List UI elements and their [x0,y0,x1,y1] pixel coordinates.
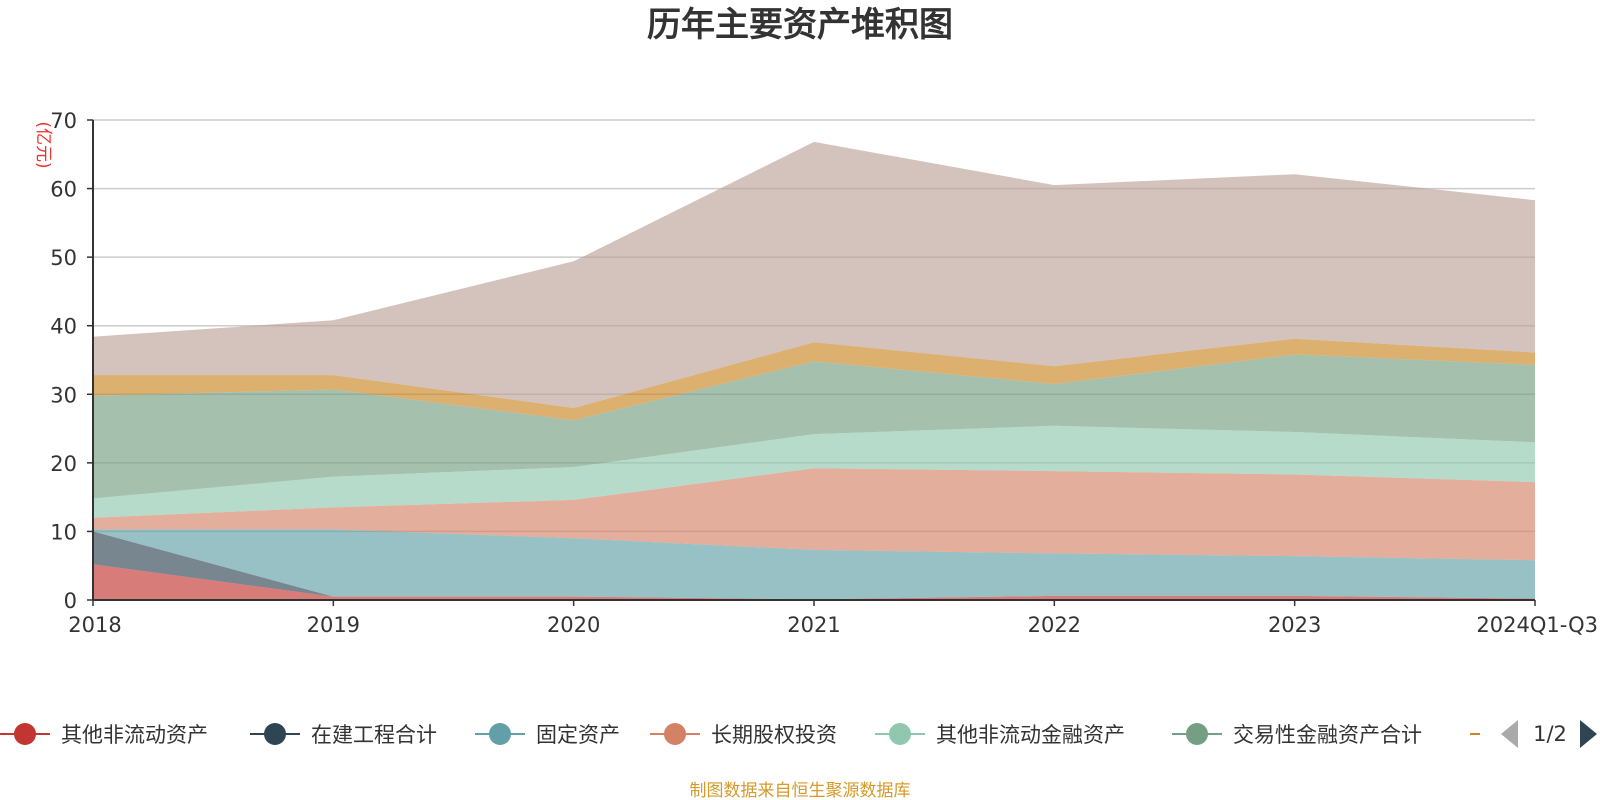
area-series-6 [93,354,1535,499]
x-tick-label: 2019 [307,613,360,637]
legend-label: 固定资产 [536,723,620,747]
legend-page-indicator: 1/2 [1533,722,1567,746]
area-series-8 [93,141,1535,408]
legend-label: 在建工程合计 [311,723,437,747]
legend-prev-page-icon[interactable] [1501,720,1518,748]
legend-next-page-icon[interactable] [1580,720,1597,748]
area-series-5 [93,425,1535,518]
x-tick-label: 2021 [787,613,840,637]
y-tick-label: 20 [50,452,77,476]
y-tick-label: 10 [50,520,77,544]
legend-item[interactable]: 其他非流动资产 [0,723,208,747]
legend-circle-icon [489,723,511,745]
area-series-3 [93,529,1535,600]
axes: 0 10 20 30 40 50 60 70 2018 2019 2020 2021 2022 2023 2… [50,109,1598,637]
legend: 其他非流动资产 在建工程合计 固定资产 长期股权投资 其他非流动金融资产 交易性金融资产合… [0,723,1480,747]
y-tick-label: 60 [50,178,77,202]
data-source-footer: 制图数据来自恒生聚源数据库 [690,781,911,800]
legend-circle-icon [889,723,911,745]
y-tick-label: 30 [50,383,77,407]
x-tick-label: 2023 [1268,613,1321,637]
legend-item[interactable]: 其他非流动金融资产 [875,723,1125,747]
y-tick-label: 50 [50,246,77,270]
legend-item[interactable]: 交易性金融资产合计 [1172,723,1422,747]
legend-circle-icon [264,723,286,745]
legend-circle-icon [14,723,36,745]
y-tick-label: 40 [50,315,77,339]
x-tick-label: 2022 [1028,613,1081,637]
chart-title: 历年主要资产堆积图 [647,5,953,45]
area-series-4 [93,468,1535,561]
legend-label: 其他非流动资产 [61,723,208,747]
x-tick-label: 2018 [68,613,121,637]
series-areas [93,141,1535,600]
legend-label: 交易性金融资产合计 [1233,723,1422,747]
x-tick-label: 2024Q1-Q3 [1476,613,1598,637]
legend-pager: 1/2 [1501,720,1597,748]
legend-label: 其他非流动金融资产 [936,723,1125,747]
legend-circle-icon [1186,723,1208,745]
legend-item[interactable]: 固定资产 [475,723,620,747]
y-tick-label: 0 [64,589,77,613]
y-axis-unit: (亿元) [33,121,53,168]
legend-item[interactable]: 在建工程合计 [250,723,437,747]
legend-label: 长期股权投资 [711,723,837,747]
area-series-7 [93,338,1535,421]
legend-item[interactable]: 长期股权投资 [650,723,837,747]
area-series-1 [93,564,1535,600]
x-tick-label: 2020 [547,613,600,637]
legend-circle-icon [664,723,686,745]
y-tick-label: 70 [50,109,77,133]
